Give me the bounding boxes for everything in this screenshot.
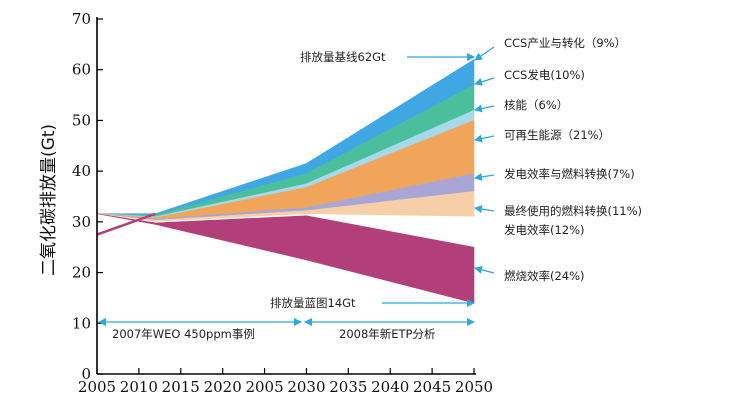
- x-tick-label: 2005: [245, 378, 283, 396]
- wedge-areas: [96, 59, 475, 304]
- x-tick-label: 2005: [78, 378, 116, 396]
- y-tick-label: 50: [72, 111, 91, 129]
- legend-power-efficiency: 发电效率(12%): [504, 223, 585, 237]
- period-2008-label: 2008年新ETP分析: [339, 327, 436, 341]
- wedge-8: [96, 213, 475, 304]
- legend-arrow-end-use: [474, 205, 495, 214]
- y-tick-label: 40: [72, 162, 91, 180]
- x-tick-label: 2020: [204, 378, 242, 396]
- legend-end-use: 最终使用的燃料转换(11%): [504, 204, 642, 218]
- annotations: 排放量基线62Gt 排放量蓝图14Gt 2007年WEO 450ppm事例 20…: [98, 50, 475, 341]
- legend-ccs-power: CCS发电(10%): [504, 68, 585, 82]
- historical-segment: [96, 212, 157, 236]
- legend-arrow-nuclear: [474, 104, 495, 113]
- legend-arrow-combustion: [474, 265, 495, 274]
- legend: CCS产业与转化（9%） CCS发电(10%) 核能（6%） 可再生能源（21%…: [474, 36, 642, 283]
- legend-nuclear: 核能（6%）: [504, 98, 568, 112]
- x-tick-label: 2015: [162, 378, 200, 396]
- x-tick-label: 2010: [120, 378, 158, 396]
- x-tick-label: 2035: [329, 378, 367, 396]
- x-tick-label: 2045: [413, 378, 451, 396]
- legend-arrow-ccs-power: [474, 77, 495, 86]
- period-2007-label: 2007年WEO 450ppm事例: [112, 327, 255, 341]
- x-tick-label: 2030: [287, 378, 325, 396]
- legend-power-fuel-switch: 发电效率与燃料转换(7%): [504, 167, 635, 181]
- y-tick-label: 60: [72, 61, 91, 79]
- legend-combustion: 燃烧效率(24%): [504, 269, 585, 283]
- legend-ccs-industry: CCS产业与转化（9%）: [504, 36, 626, 50]
- legend-arrow-ccs-industry: [474, 46, 495, 61]
- blueprint-label: 排放量蓝图14Gt: [270, 296, 356, 310]
- y-tick-label: 20: [72, 264, 91, 282]
- y-tick-label: 70: [72, 10, 91, 28]
- y-axis-label: 二氧化碳排放量(Gt): [39, 124, 59, 276]
- historical-line: [96, 212, 157, 236]
- y-tick-label: 10: [72, 314, 91, 332]
- y-ticks: 0 10 20 30 40 50 60 70: [72, 10, 103, 383]
- y-tick-label: 30: [72, 213, 91, 231]
- y-tick-label: 0: [81, 365, 91, 383]
- x-tick-label: 2040: [371, 378, 409, 396]
- legend-arrow-renewables: [474, 134, 495, 143]
- x-ticks: 2005 2010 2015 2020 2005 2030 2035 2040 2045 2050: [78, 368, 493, 396]
- legend-arrow-power-fuel-switch: [474, 172, 495, 181]
- baseline-label: 排放量基线62Gt: [300, 50, 386, 64]
- legend-renewables: 可再生能源（21%）: [504, 128, 610, 142]
- x-tick-label: 2050: [455, 378, 493, 396]
